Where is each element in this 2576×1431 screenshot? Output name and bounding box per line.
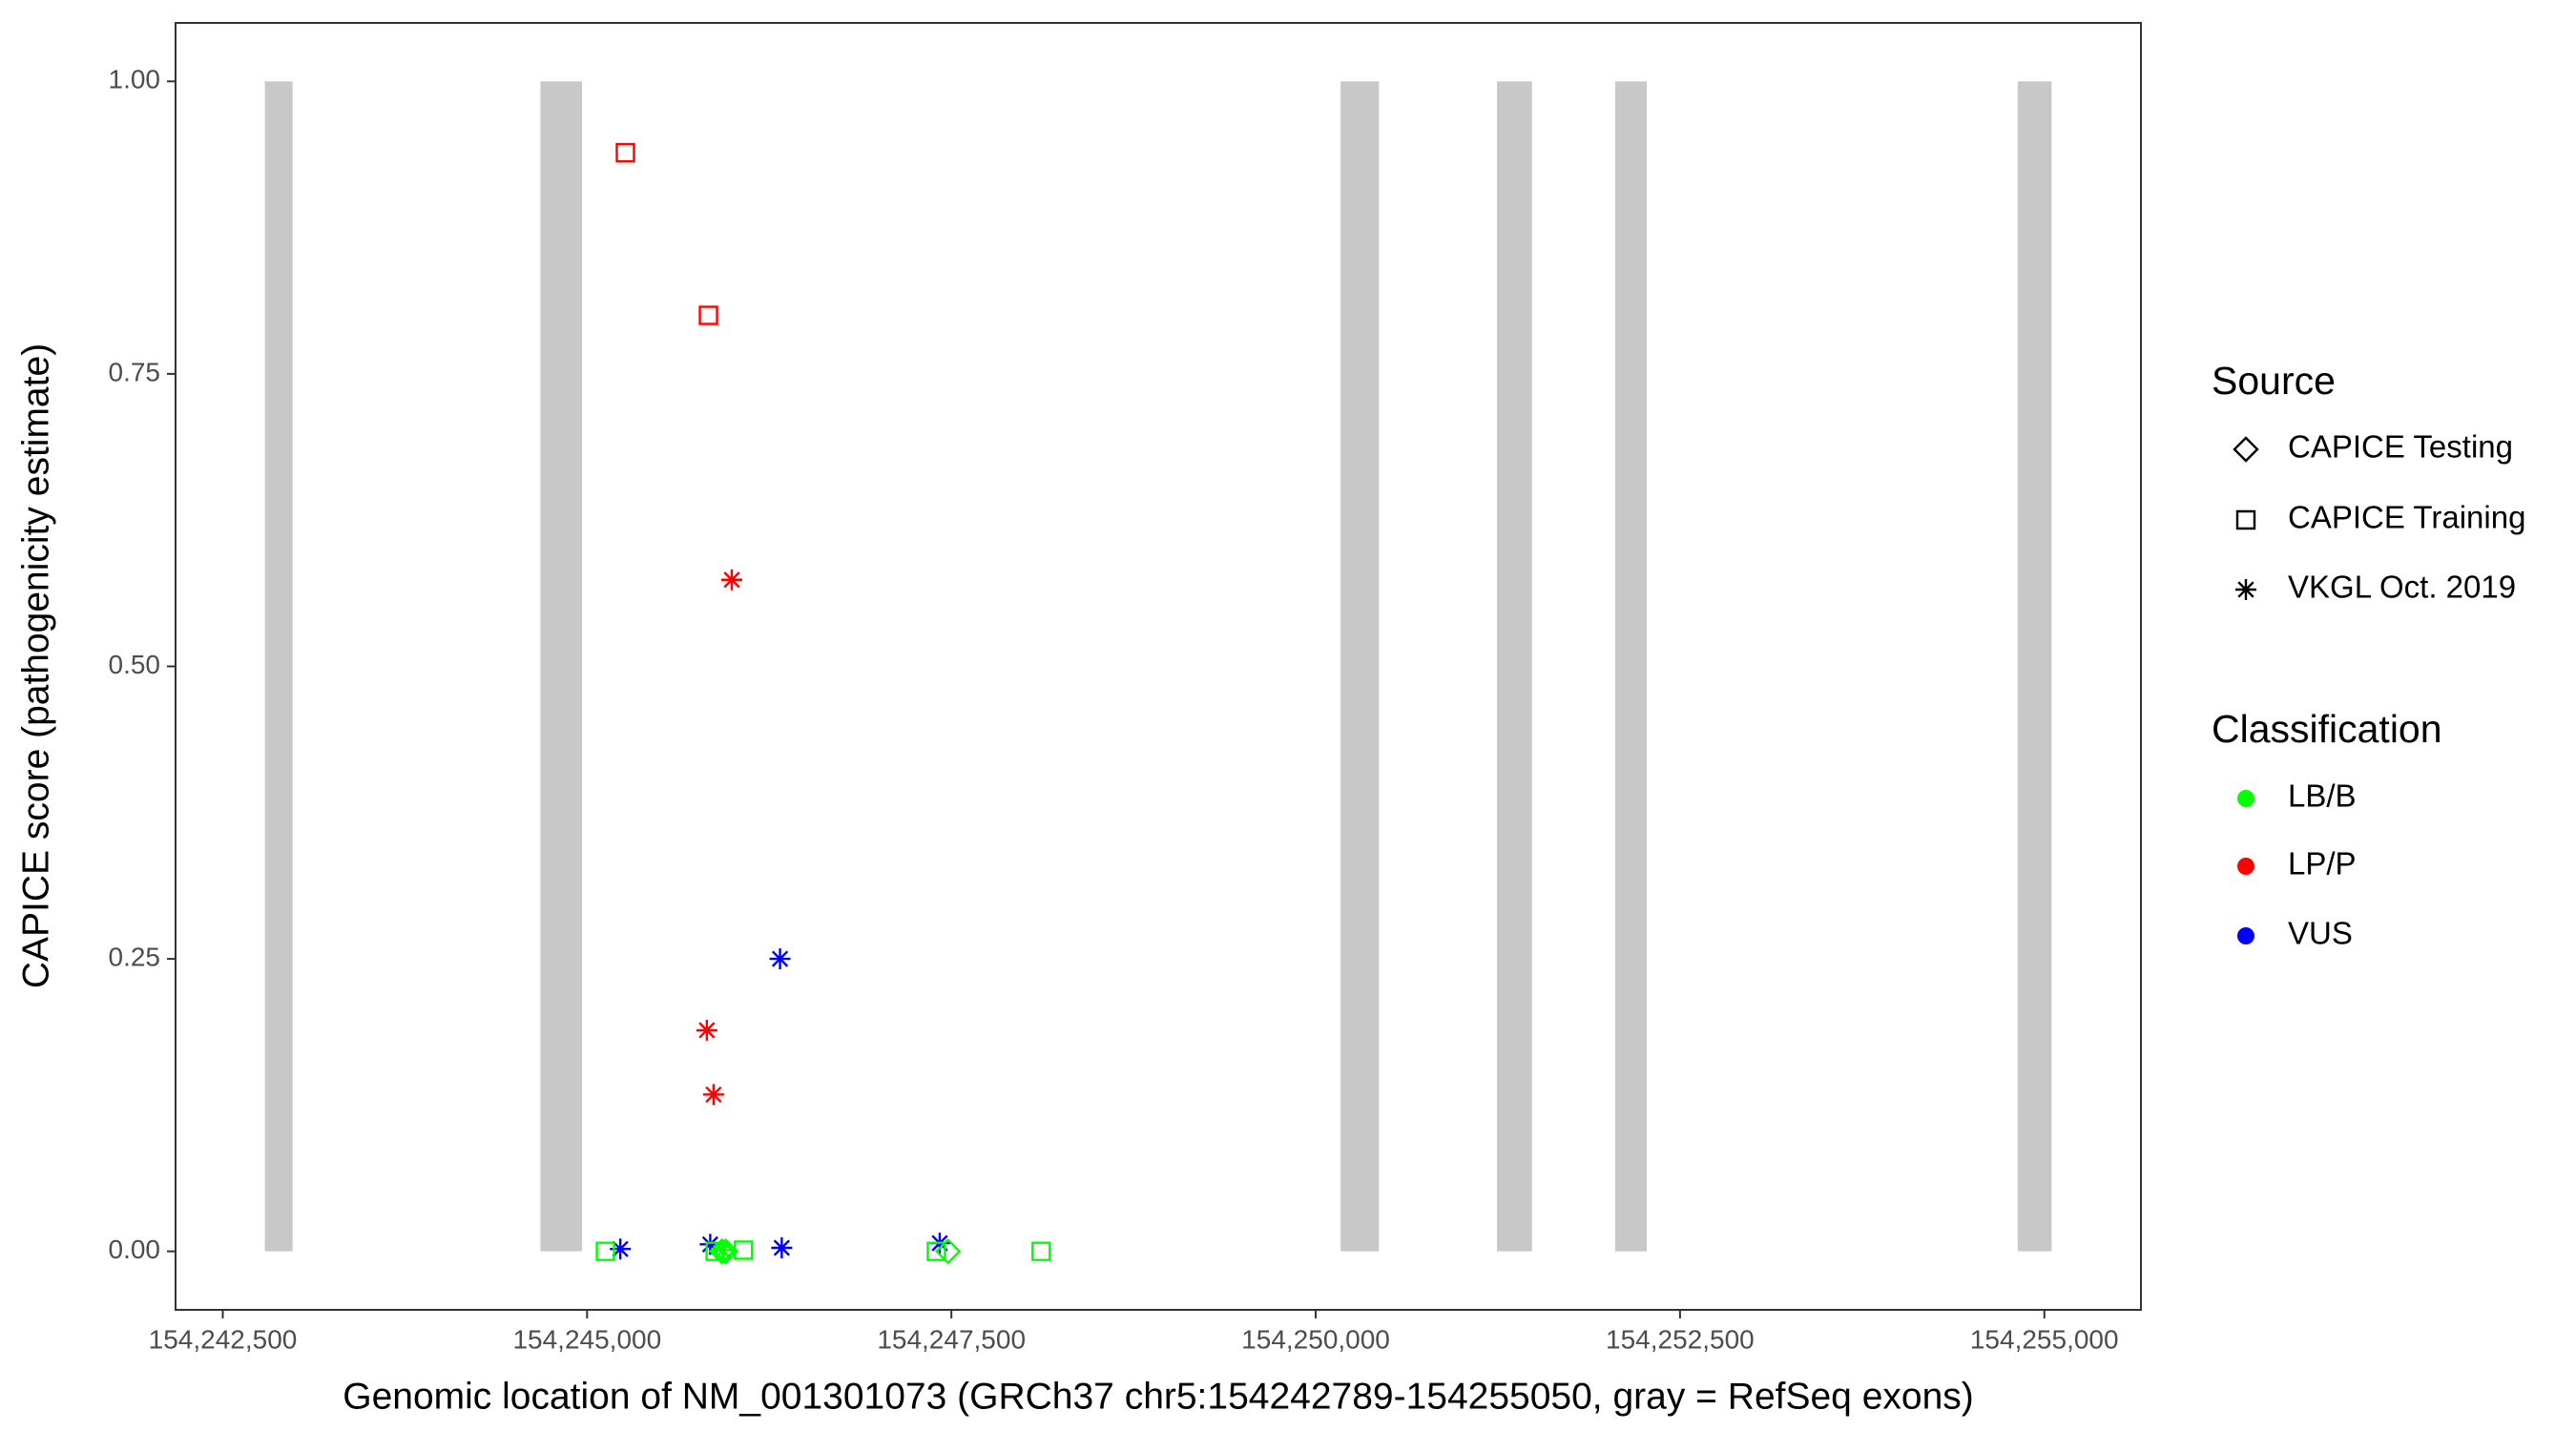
x-axis-title: Genomic location of NM_001301073 (GRCh37… (343, 1376, 1974, 1417)
point (610, 1238, 632, 1260)
legend-title: Source (2212, 359, 2336, 403)
y-tick-label: 0.50 (109, 650, 161, 679)
point (771, 1237, 793, 1258)
exon (264, 81, 293, 1252)
x-tick-label: 154,250,000 (1241, 1324, 1390, 1354)
legend-symbol (2237, 927, 2254, 944)
legend-label: VKGL Oct. 2019 (2288, 570, 2516, 605)
legend-label: VUS (2288, 916, 2353, 951)
panel (176, 23, 2141, 1310)
legend-label: LP/P (2288, 846, 2357, 881)
legend-symbol (2235, 579, 2256, 600)
legend-symbol (2235, 509, 2256, 530)
legend-label: LB/B (2288, 778, 2357, 814)
x-tick-label: 154,252,500 (1606, 1324, 1755, 1354)
point (1031, 1241, 1051, 1261)
point (699, 1234, 721, 1255)
y-axis-title: CAPICE score (pathogenicity estimate) (15, 343, 56, 988)
exon (540, 81, 583, 1252)
legend-symbol (2237, 790, 2254, 807)
point (702, 1084, 724, 1106)
legend-label: CAPICE Testing (2288, 429, 2513, 465)
exon (1340, 81, 1380, 1252)
y-tick-label: 0.00 (109, 1234, 161, 1264)
x-tick-label: 154,245,000 (512, 1324, 661, 1354)
exon (1497, 81, 1532, 1252)
x-tick-label: 154,255,000 (1970, 1324, 2119, 1354)
legend-label: CAPICE Training (2288, 500, 2525, 535)
point (698, 305, 718, 325)
legend-title: Classification (2212, 707, 2442, 751)
point (769, 948, 791, 970)
point (696, 1019, 717, 1041)
x-tick-label: 154,242,500 (149, 1324, 298, 1354)
point (712, 1239, 734, 1261)
y-tick-label: 0.25 (109, 942, 161, 971)
exon (2017, 81, 2052, 1252)
y-tick-label: 0.75 (109, 357, 161, 386)
point (595, 1241, 615, 1261)
panel-border (175, 22, 2142, 1311)
x-tick-label: 154,247,500 (877, 1324, 1026, 1354)
point (934, 1237, 962, 1265)
legend-symbol (2237, 858, 2254, 875)
legend-symbol (2233, 436, 2259, 463)
y-tick-label: 1.00 (109, 65, 161, 94)
point (708, 1237, 736, 1265)
point (712, 1237, 739, 1265)
point (615, 142, 635, 163)
exon (1614, 81, 1648, 1252)
point (721, 569, 743, 591)
